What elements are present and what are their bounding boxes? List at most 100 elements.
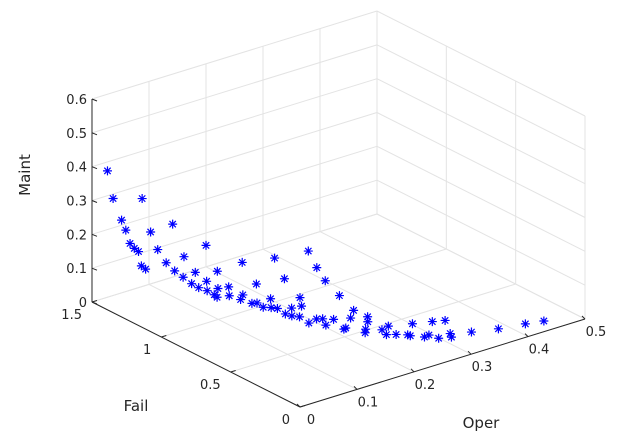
x-tick-mark [410,368,415,373]
data-point-marker [187,279,197,289]
x-tick-mark [296,403,301,408]
z-tick-mark [91,267,98,271]
data-point-marker [334,291,344,301]
data-point-marker [102,166,112,176]
axis-layer [91,98,586,408]
x-tick-mark [353,386,358,390]
data-point-marker [146,227,156,237]
data-point-marker [258,302,268,312]
back-wall-gridline [91,179,378,269]
z-tick-label: 0.5 [66,127,87,142]
data-point-marker [403,330,413,340]
data-point-marker [318,314,328,324]
data-point-marker [349,305,359,315]
y-tick-label: 0 [282,413,290,428]
data-point-marker [493,324,503,334]
data-point-marker [280,309,290,319]
data-point-marker [427,317,437,327]
data-point-marker [295,312,305,322]
data-point-marker [134,247,144,257]
data-point-marker [125,238,135,248]
data-point-marker [383,321,393,331]
data-point-marker [405,331,415,341]
floor-gridline [319,231,529,338]
back-wall-gridline [91,44,378,134]
data-point-marker [179,252,189,262]
x-tick-label: 0 [307,413,315,428]
data-point-marker [360,328,370,338]
data-point-marker [224,282,234,292]
data-point-marker [424,330,434,340]
data-point-marker [287,303,297,313]
side-wall-gridline [376,213,586,320]
side-wall-gridline [376,179,586,286]
z-tick-label: 0.6 [66,93,87,108]
data-point-marker [312,263,322,273]
y-tick-label: 1.5 [61,308,82,323]
data-point-marker [329,314,339,324]
data-point-marker [129,243,139,253]
data-point-marker [170,266,180,276]
data-point-marker [137,194,147,204]
data-point-marker [194,283,204,293]
data-point-marker [237,257,247,267]
y-tick-label: 1 [143,343,151,358]
x-tick-label: 0.5 [586,325,607,340]
data-point-marker [168,219,178,229]
z-tick-label: 0.2 [66,228,87,243]
data-point-marker [377,325,387,335]
data-point-marker [391,329,401,339]
data-point-marker [346,313,356,323]
data-point-marker [202,276,212,286]
floor-gridline [161,248,447,338]
side-wall-gridline [376,10,586,117]
data-point-marker [339,324,349,334]
x-tick-mark [467,350,472,355]
grid-layer [91,10,586,408]
data-point-marker [407,319,417,329]
data-point-marker [445,329,455,339]
data-point-marker [108,193,118,203]
data-point-marker [297,301,307,311]
back-wall-gridline [91,145,378,235]
y-axis-label: Fail [124,397,149,415]
data-point-marker [202,286,212,296]
data-point-marker [321,320,331,330]
data-point-marker [272,303,282,313]
x-axis-line [299,318,586,408]
data-point-marker [270,253,280,263]
data-marker-layer [102,166,549,343]
z-tick-mark [91,98,98,102]
z-tick-label: 0.3 [66,195,87,210]
data-point-marker [224,291,234,301]
z-axis-label: Maint [16,154,34,196]
side-wall-gridline [376,44,586,151]
data-point-marker [312,314,322,324]
z-tick-mark [91,233,98,237]
data-point-marker [381,330,391,340]
z-tick-mark [91,301,98,305]
data-point-marker [419,332,429,342]
data-point-marker [266,303,276,313]
x-axis-label: Oper [463,414,501,432]
data-point-marker [117,215,127,225]
side-wall-gridline [376,78,586,185]
y-tick-label: 0.5 [200,378,221,393]
back-wall-gridline [91,112,378,201]
data-point-marker [251,279,261,289]
y-tick-mark [161,335,167,338]
data-point-marker [446,332,456,342]
data-point-marker [295,293,305,303]
data-point-marker [212,292,222,302]
data-point-marker [363,312,373,322]
z-tick-mark [91,166,98,170]
data-point-marker [304,318,314,328]
z-tick-label: 0 [79,296,87,311]
data-point-marker [236,295,246,305]
data-point-marker [287,311,297,321]
floor-gridline [205,266,415,373]
data-point-marker [266,294,276,304]
data-point-marker [303,246,313,256]
y-tick-mark [91,300,98,303]
